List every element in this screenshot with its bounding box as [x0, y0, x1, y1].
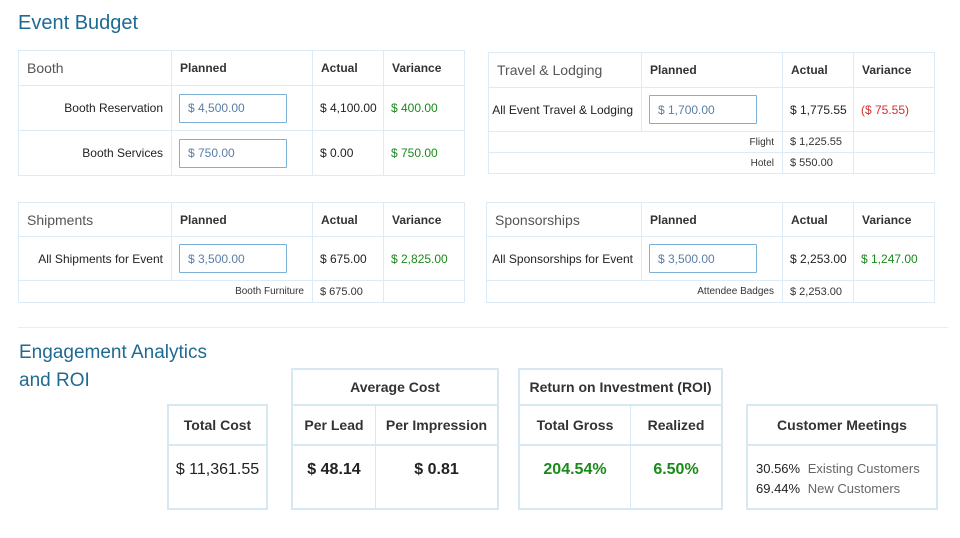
roi-card: Return on Investment (ROI) Total Gross R…	[518, 368, 723, 510]
meeting-pct: 69.44%	[756, 481, 801, 496]
sponsorships-table: Sponsorships Planned Actual Variance All…	[486, 202, 935, 303]
actual-header: Actual	[312, 202, 384, 237]
actual-header: Actual	[312, 50, 384, 86]
realized-label: Realized	[647, 417, 705, 433]
realized-value: 6.50%	[653, 461, 699, 478]
row-label: All Event Travel & Lodging	[488, 87, 642, 132]
per-impression-label: Per Impression	[385, 417, 488, 433]
analytics-title-line1: Engagement Analytics	[19, 342, 208, 363]
sub-row-label: Hotel	[488, 152, 783, 174]
planned-input[interactable]: $ 1,700.00	[649, 95, 757, 124]
table-row: Booth Reservation $ 4,500.00 $ 4,100.00 …	[18, 85, 465, 131]
sub-row: Booth Furniture $ 675.00	[18, 280, 465, 303]
average-cost-header: Average Cost	[350, 379, 440, 395]
variance-header: Variance	[383, 202, 465, 237]
meeting-label: New Customers	[807, 481, 901, 496]
actual-value: $ 2,253.00	[782, 236, 854, 281]
variance-header: Variance	[383, 50, 465, 86]
sub-row-label: Flight	[488, 131, 783, 153]
per-lead-value: $ 48.14	[307, 461, 361, 478]
variance-header: Variance	[853, 202, 935, 237]
planned-input[interactable]: $ 3,500.00	[649, 244, 757, 273]
shipments-table: Shipments Planned Actual Variance All Sh…	[18, 202, 465, 303]
actual-value: $ 1,775.55	[782, 87, 854, 132]
planned-input[interactable]: $ 4,500.00	[179, 93, 287, 123]
per-lead-label: Per Lead	[304, 417, 364, 433]
actual-header: Actual	[782, 52, 854, 88]
planned-header: Planned	[171, 50, 313, 86]
planned-header: Planned	[171, 202, 313, 237]
variance-value: $ 400.00	[383, 85, 465, 131]
variance-value: $ 1,247.00	[853, 236, 935, 281]
meeting-label: Existing Customers	[807, 461, 920, 476]
row-label: All Shipments for Event	[18, 236, 172, 281]
sub-row: Flight $ 1,225.55	[488, 131, 935, 153]
variance-value: $ 750.00	[383, 130, 465, 176]
table-row: All Sponsorships for Event $ 3,500.00 $ …	[486, 236, 935, 281]
page-title: Event Budget	[18, 12, 139, 34]
sub-row: Hotel $ 550.00	[488, 152, 935, 174]
sponsorships-category-label: Sponsorships	[486, 202, 642, 237]
sub-row-label: Booth Furniture	[18, 280, 313, 303]
customer-meetings-header: Customer Meetings	[777, 417, 907, 433]
row-label: Booth Services	[18, 130, 172, 176]
customer-meetings-card: Customer Meetings 30.56% Existing Custom…	[746, 404, 938, 510]
sub-row: Attendee Badges $ 2,253.00	[486, 280, 935, 303]
analytics-title: Engagement Analytics and ROI	[19, 339, 207, 395]
travel-category-label: Travel & Lodging	[488, 52, 642, 88]
planned-header: Planned	[641, 52, 783, 88]
meeting-pct: 30.56%	[756, 461, 801, 476]
total-cost-header: Total Cost	[183, 417, 252, 433]
total-gross-value: 204.54%	[543, 461, 607, 478]
actual-header: Actual	[782, 202, 854, 237]
table-row: All Event Travel & Lodging $ 1,700.00 $ …	[488, 87, 935, 132]
sub-row-label: Attendee Badges	[486, 280, 783, 303]
variance-value: ($ 75.55)	[853, 87, 935, 132]
analytics-title-line2: and ROI	[19, 370, 90, 391]
actual-value: $ 0.00	[312, 130, 384, 176]
customer-meetings-row: 69.44% New Customers	[756, 481, 900, 496]
planned-header: Planned	[641, 202, 783, 237]
shipments-category-label: Shipments	[18, 202, 172, 237]
sub-row-value: $ 550.00	[782, 152, 854, 174]
variance-header: Variance	[853, 52, 935, 88]
roi-header: Return on Investment (ROI)	[529, 379, 712, 395]
travel-table: Travel & Lodging Planned Actual Variance…	[488, 52, 935, 174]
sub-row-value: $ 1,225.55	[782, 131, 854, 153]
total-cost-value: $ 11,361.55	[175, 461, 260, 478]
actual-value: $ 675.00	[312, 236, 384, 281]
planned-input[interactable]: $ 3,500.00	[179, 244, 287, 273]
table-row: Booth Services $ 750.00 $ 0.00 $ 750.00	[18, 130, 465, 176]
sub-row-value: $ 2,253.00	[782, 280, 854, 303]
average-cost-card: Average Cost Per Lead Per Impression $ 4…	[291, 368, 499, 510]
row-label: Booth Reservation	[18, 85, 172, 131]
table-row: All Shipments for Event $ 3,500.00 $ 675…	[18, 236, 465, 281]
total-gross-label: Total Gross	[536, 417, 614, 433]
variance-value: $ 2,825.00	[383, 236, 465, 281]
row-label: All Sponsorships for Event	[486, 236, 642, 281]
booth-category-label: Booth	[18, 50, 172, 86]
total-cost-card: Total Cost $ 11,361.55	[167, 404, 268, 510]
booth-table: Booth Planned Actual Variance Booth Rese…	[18, 50, 465, 176]
section-divider	[18, 327, 948, 328]
per-impression-value: $ 0.81	[414, 461, 459, 478]
planned-input[interactable]: $ 750.00	[179, 138, 287, 168]
sub-row-value: $ 675.00	[312, 280, 384, 303]
customer-meetings-row: 30.56% Existing Customers	[756, 461, 920, 476]
actual-value: $ 4,100.00	[312, 85, 384, 131]
